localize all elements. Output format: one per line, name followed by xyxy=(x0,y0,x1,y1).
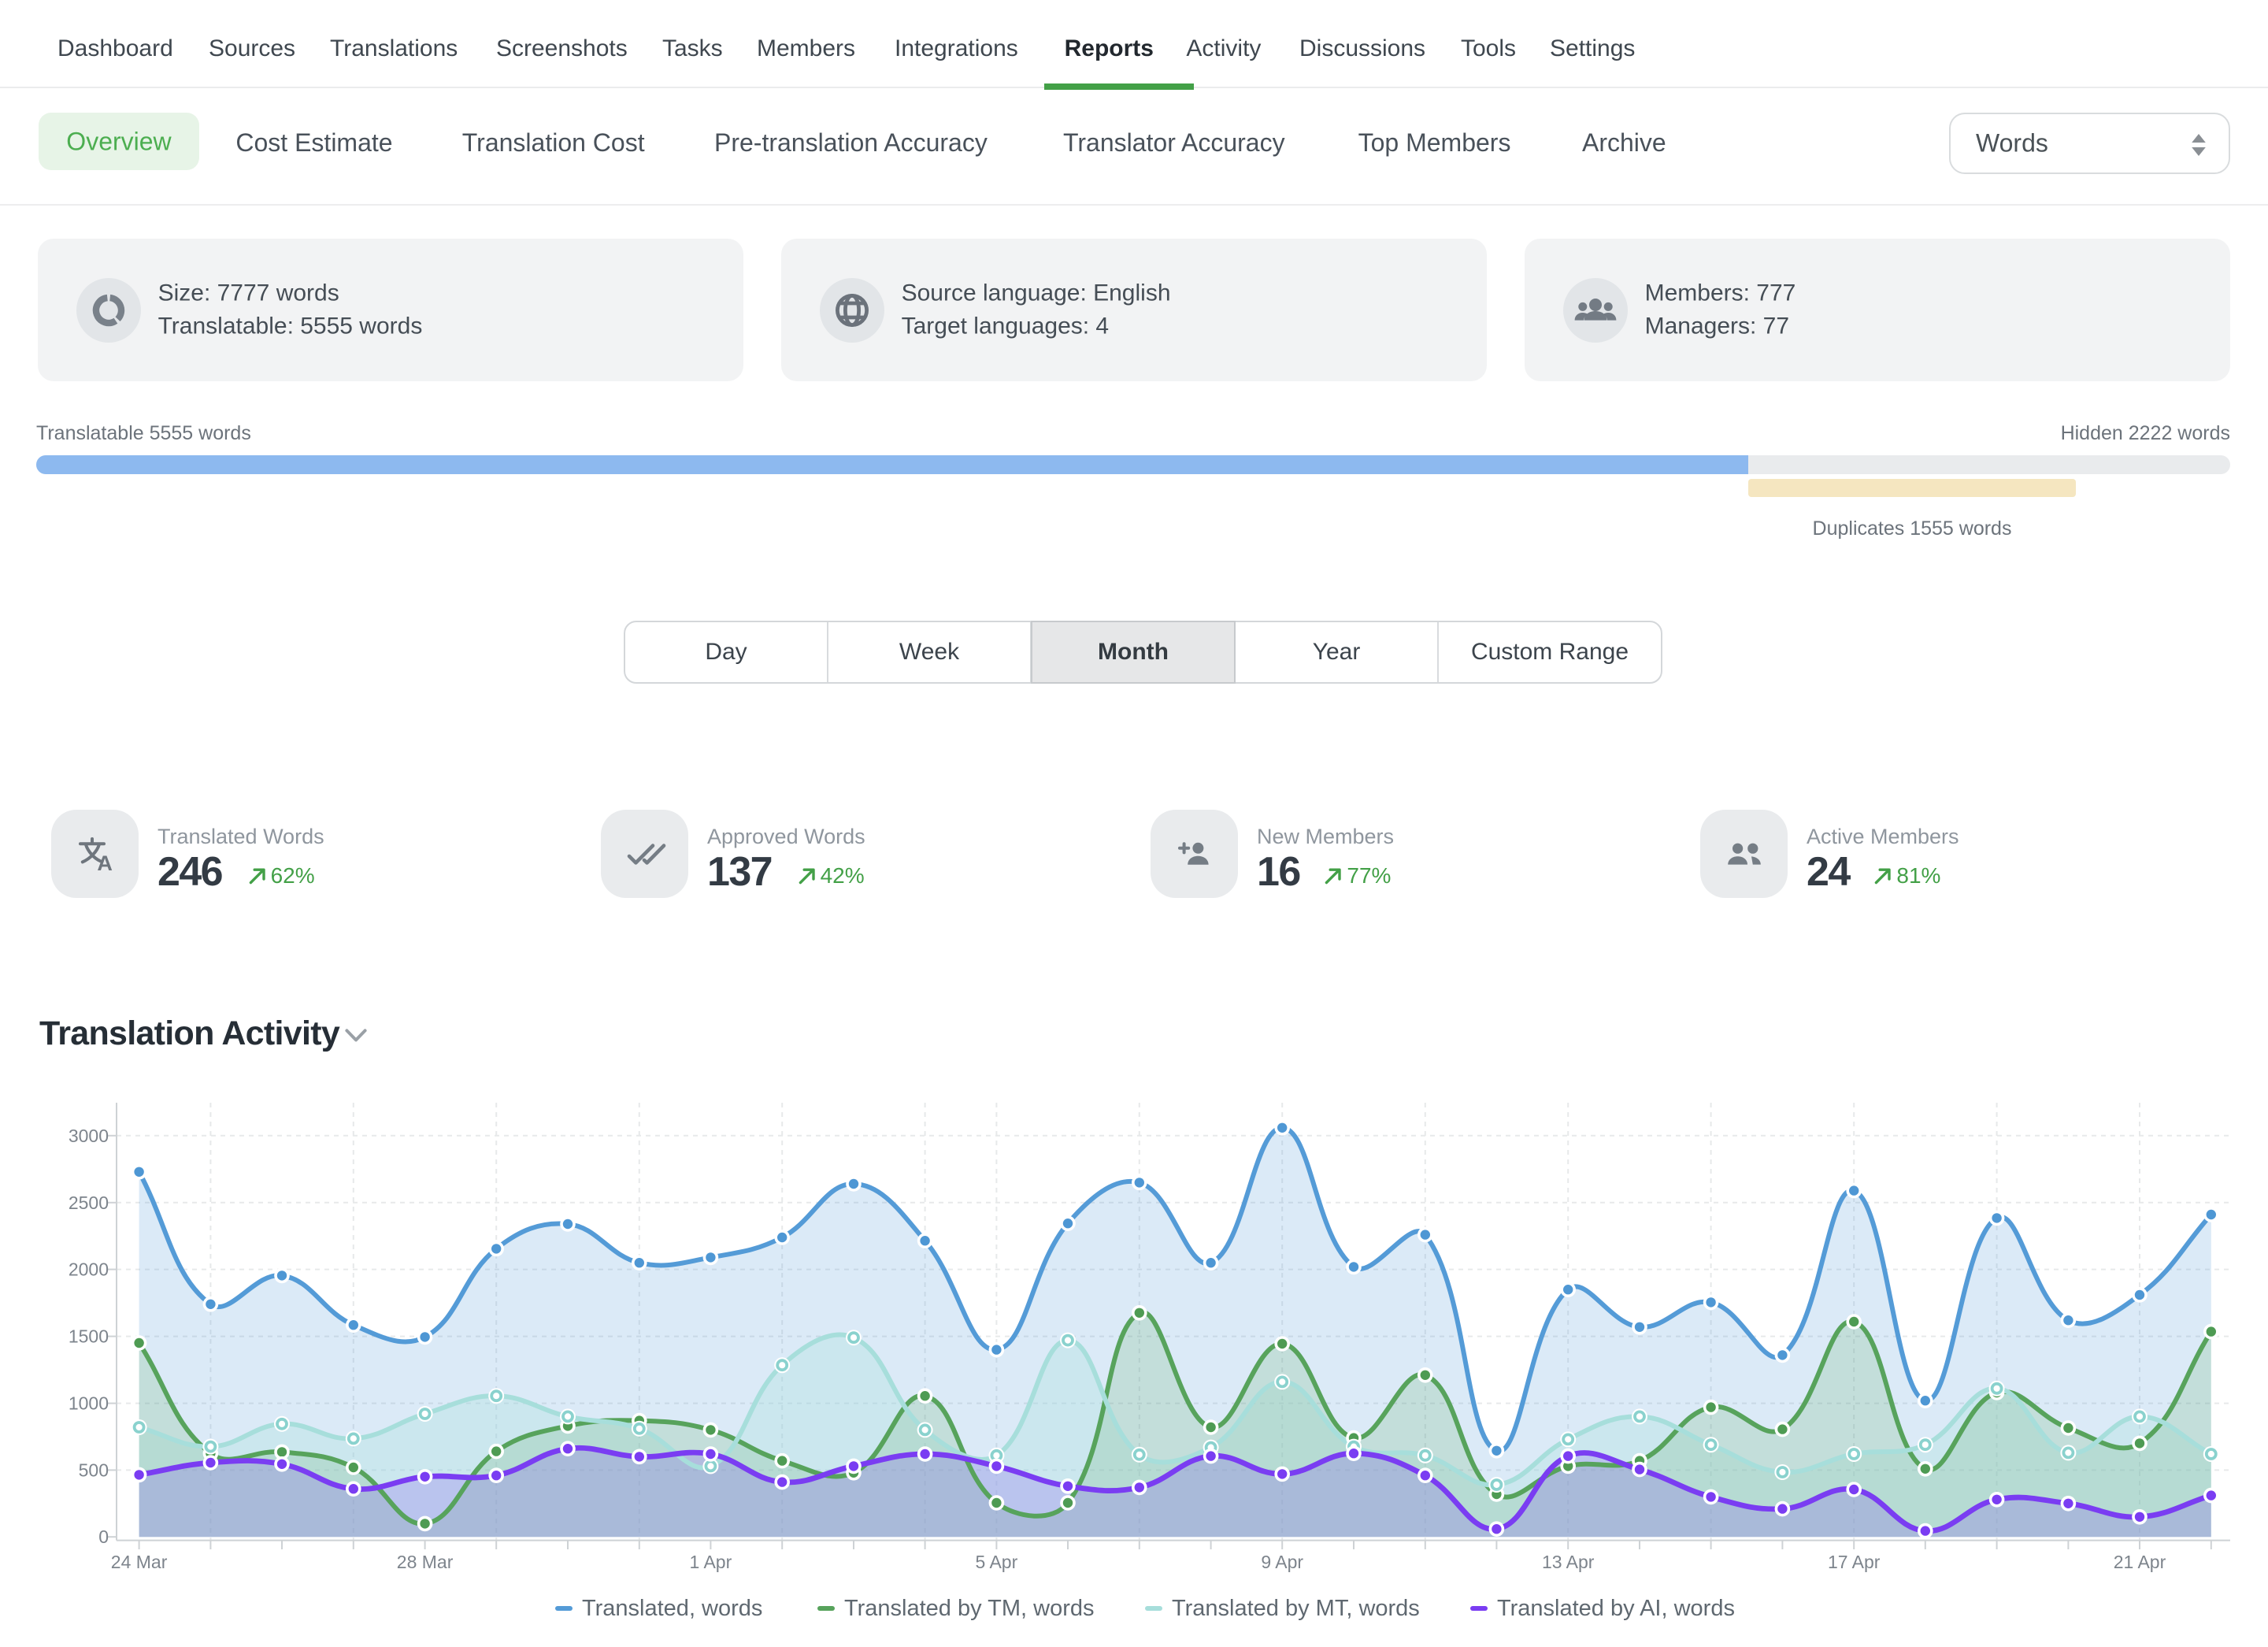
svg-text:1000: 1000 xyxy=(69,1393,109,1414)
svg-text:5 Apr: 5 Apr xyxy=(976,1552,1018,1572)
svg-text:1 Apr: 1 Apr xyxy=(690,1552,732,1572)
svg-text:9 Apr: 9 Apr xyxy=(1261,1552,1303,1572)
svg-text:2000: 2000 xyxy=(69,1259,109,1280)
svg-text:1500: 1500 xyxy=(69,1326,109,1347)
svg-text:21 Apr: 21 Apr xyxy=(2114,1552,2166,1572)
svg-text:0: 0 xyxy=(98,1526,109,1547)
svg-text:A: A xyxy=(97,851,112,875)
svg-text:500: 500 xyxy=(79,1460,109,1480)
svg-text:24 Mar: 24 Mar xyxy=(111,1552,168,1572)
svg-text:17 Apr: 17 Apr xyxy=(1828,1552,1881,1572)
svg-text:13 Apr: 13 Apr xyxy=(1542,1552,1595,1572)
svg-text:2500: 2500 xyxy=(69,1193,109,1213)
svg-text:3000: 3000 xyxy=(69,1126,109,1146)
svg-text:28 Mar: 28 Mar xyxy=(397,1552,454,1572)
